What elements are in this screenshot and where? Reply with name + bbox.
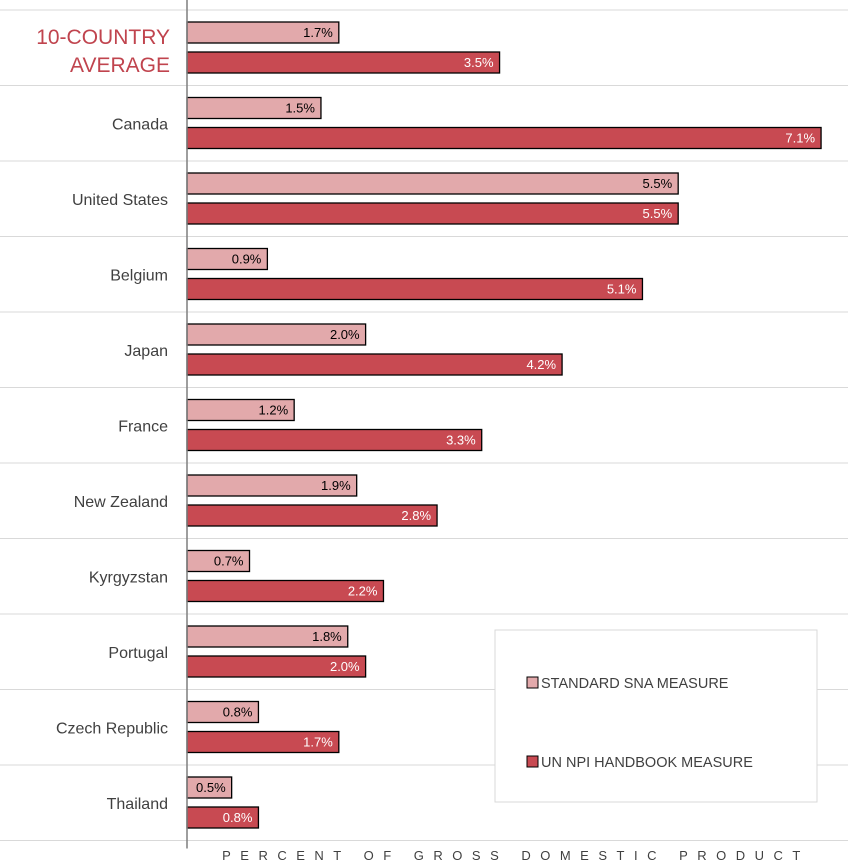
bar-un-npi-handbook-measure-france — [186, 428, 483, 452]
value-label-standard-sna-measure-portugal: 1.8% — [312, 629, 342, 644]
category-label-portugal: Portugal — [108, 645, 168, 662]
category-labels: 10-COUNTRY AVERAGE Canada United States Belg… — [36, 26, 170, 813]
value-label-standard-sna-measure-kyrgyzstan: 0.7% — [214, 554, 244, 569]
value-label-un-npi-handbook-measure-portugal: 2.0% — [330, 659, 360, 674]
category-label-canada: Canada — [112, 116, 168, 133]
value-label-standard-sna-measure-france: 1.2% — [259, 403, 289, 418]
bar-un-npi-handbook-measure-united-states — [186, 202, 679, 225]
bar-un-npi-handbook-measure-new-zealand — [186, 504, 438, 527]
value-label-standard-sna-measure-czech-republic: 0.8% — [223, 705, 253, 720]
legend-label-standard-sna: STANDARD SNA MEASURE — [541, 676, 729, 692]
category-label-belgium: Belgium — [110, 267, 168, 284]
value-label-un-npi-handbook-measure-belgium: 5.1% — [607, 282, 637, 297]
category-label-czech-republic: Czech Republic — [56, 720, 168, 737]
value-label-un-npi-handbook-measure-kyrgyzstan: 2.2% — [348, 584, 378, 599]
value-label-un-npi-handbook-measure-france: 3.3% — [446, 433, 476, 448]
value-label-un-npi-handbook-measure-10-country-average: 3.5% — [464, 55, 494, 70]
bar-un-npi-handbook-measure-belgium — [186, 277, 644, 301]
category-label-kyrgyzstan: Kyrgyzstan — [89, 569, 168, 586]
value-label-un-npi-handbook-measure-japan: 4.2% — [526, 357, 556, 372]
x-axis-title: PERCENT OF GROSS DOMESTIC PRODUCT — [222, 848, 810, 863]
value-label-standard-sna-measure-belgium: 0.9% — [232, 252, 262, 267]
value-label-standard-sna-measure-japan: 2.0% — [330, 327, 360, 342]
bar-un-npi-handbook-measure-canada — [186, 126, 822, 150]
category-label-united-states: United States — [72, 192, 168, 209]
bars: 1.7% 3.5% 1.5% 7.1% 5.5% 5.5% 0.9% 5.1% 2.0% 4.2%… — [186, 21, 822, 829]
category-label-thailand: Thailand — [107, 796, 168, 813]
category-label-japan: Japan — [124, 343, 168, 360]
value-label-un-npi-handbook-measure-united-states: 5.5% — [643, 206, 673, 221]
bar-un-npi-handbook-measure-10-country-average — [186, 51, 501, 74]
bar-un-npi-handbook-measure-japan — [186, 353, 563, 376]
legend: STANDARD SNA MEASURE UN NPI HANDBOOK MEA… — [494, 629, 818, 803]
value-label-un-npi-handbook-measure-canada: 7.1% — [785, 131, 815, 146]
value-label-un-npi-handbook-measure-new-zealand: 2.8% — [401, 508, 431, 523]
category-label-france: France — [118, 418, 168, 435]
value-label-standard-sna-measure-new-zealand: 1.9% — [321, 478, 351, 493]
bar-standard-sna-measure-united-states — [186, 172, 679, 195]
legend-swatch-un-npi — [526, 755, 539, 768]
legend-box — [494, 629, 818, 803]
value-label-standard-sna-measure-10-country-average: 1.7% — [303, 25, 333, 40]
value-label-un-npi-handbook-measure-thailand: 0.8% — [223, 810, 253, 825]
legend-label-un-npi: UN NPI HANDBOOK MEASURE — [541, 755, 753, 771]
category-label-new-zealand: New Zealand — [74, 494, 168, 511]
value-label-standard-sna-measure-united-states: 5.5% — [643, 176, 673, 191]
category-label-10-country-average: 10-COUNTRY AVERAGE — [36, 26, 170, 77]
legend-swatch-standard-sna — [526, 676, 539, 689]
value-label-standard-sna-measure-thailand: 0.5% — [196, 780, 226, 795]
value-label-standard-sna-measure-canada: 1.5% — [285, 101, 315, 116]
value-label-un-npi-handbook-measure-czech-republic: 1.7% — [303, 735, 333, 750]
